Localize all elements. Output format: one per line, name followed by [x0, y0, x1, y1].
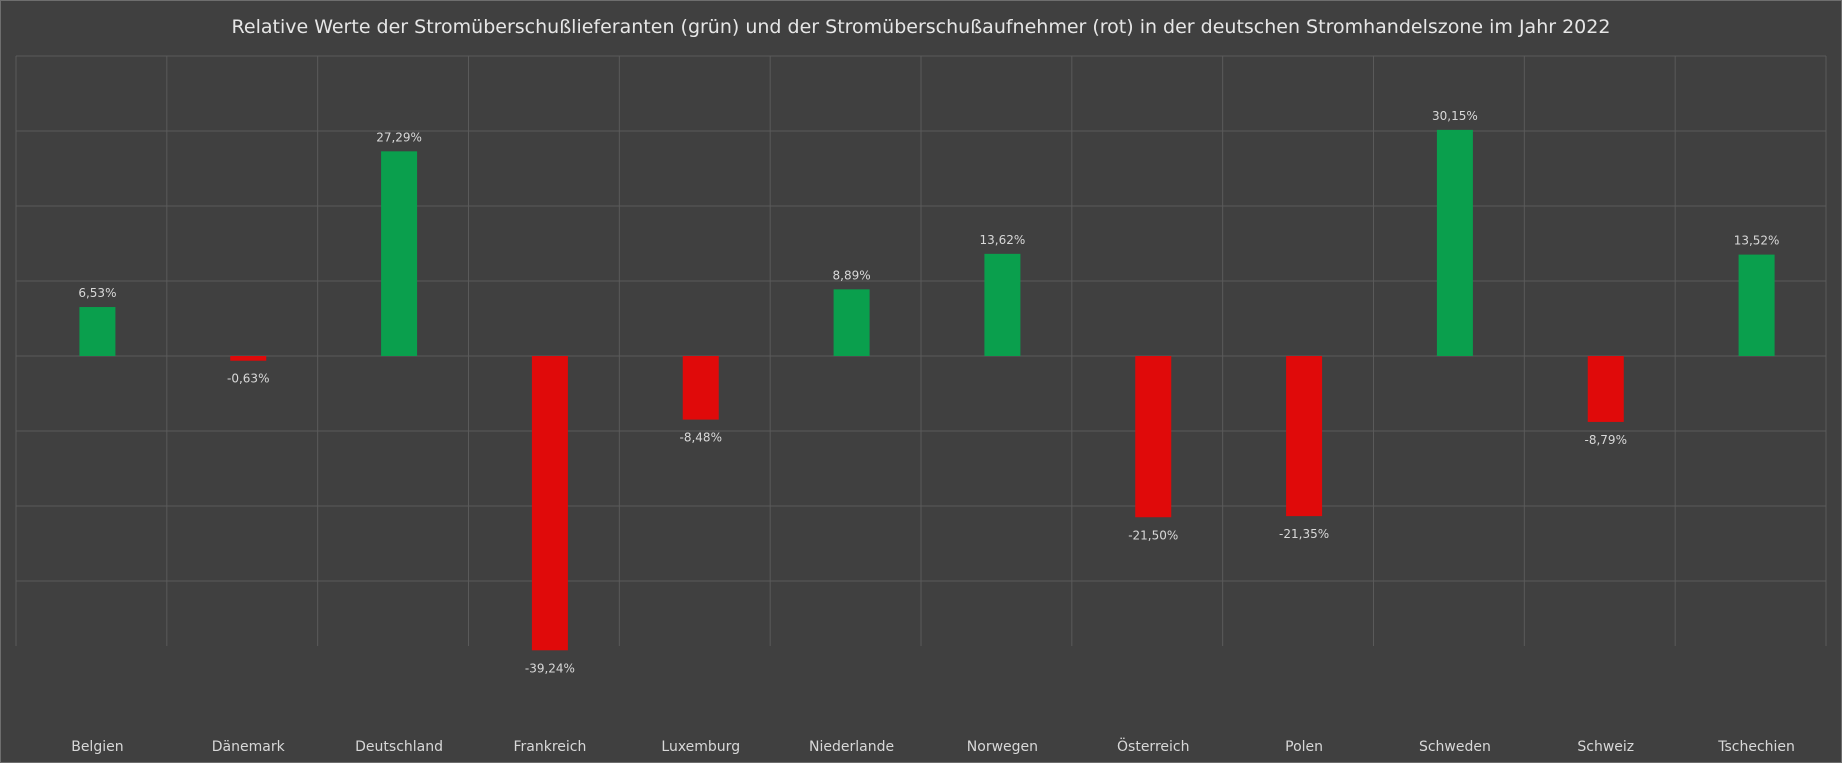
category-label: Niederlande	[809, 739, 894, 755]
bar-frankreich	[531, 356, 568, 651]
bar-luxemburg	[682, 356, 719, 420]
gridlines	[15, 55, 1827, 646]
value-label: -8,48%	[680, 431, 722, 445]
bar-österreich	[1135, 356, 1172, 518]
value-label: 27,29%	[376, 130, 422, 144]
category-label: Norwegen	[967, 739, 1038, 755]
bar-schweiz	[1587, 356, 1624, 422]
value-label: -21,35%	[1279, 527, 1329, 541]
value-label: 13,52%	[1734, 234, 1780, 248]
value-label: -21,50%	[1128, 528, 1178, 542]
chart-title: Relative Werte der Stromüberschußliefera…	[232, 16, 1611, 38]
bar-belgien	[79, 307, 116, 356]
value-labels: 6,53% -0,63% 27,29% -39,24% -8,48% 8,89% 13,62…	[78, 109, 1779, 675]
category-label: Schweiz	[1577, 739, 1634, 755]
value-label: -0,63%	[227, 372, 269, 386]
value-label: 8,89%	[833, 268, 871, 282]
bars	[79, 129, 1775, 651]
category-label: Luxemburg	[661, 739, 740, 755]
value-label: 13,62%	[980, 233, 1026, 247]
bar-tschechien	[1738, 254, 1775, 356]
bar-niederlande	[833, 289, 870, 356]
value-label: -8,79%	[1585, 433, 1627, 447]
value-label: 30,15%	[1432, 109, 1478, 123]
bar-deutschland	[381, 151, 418, 356]
category-label: Dänemark	[212, 739, 286, 755]
bar-dänemark	[230, 356, 267, 361]
value-label: 6,53%	[78, 286, 116, 300]
category-label: Tschechien	[1717, 739, 1795, 755]
category-labels: Belgien Dänemark Deutschland Frankreich Luxe…	[71, 737, 1795, 755]
category-label: Frankreich	[513, 739, 586, 755]
category-label: Deutschland	[355, 739, 443, 755]
category-label: Österreich	[1117, 737, 1189, 755]
bar-schweden	[1436, 129, 1473, 356]
category-label: Polen	[1285, 739, 1323, 755]
bar-norwegen	[984, 253, 1021, 356]
category-label: Belgien	[71, 739, 123, 755]
bar-polen	[1286, 356, 1323, 517]
value-label: -39,24%	[525, 661, 575, 675]
category-label: Schweden	[1419, 739, 1491, 755]
